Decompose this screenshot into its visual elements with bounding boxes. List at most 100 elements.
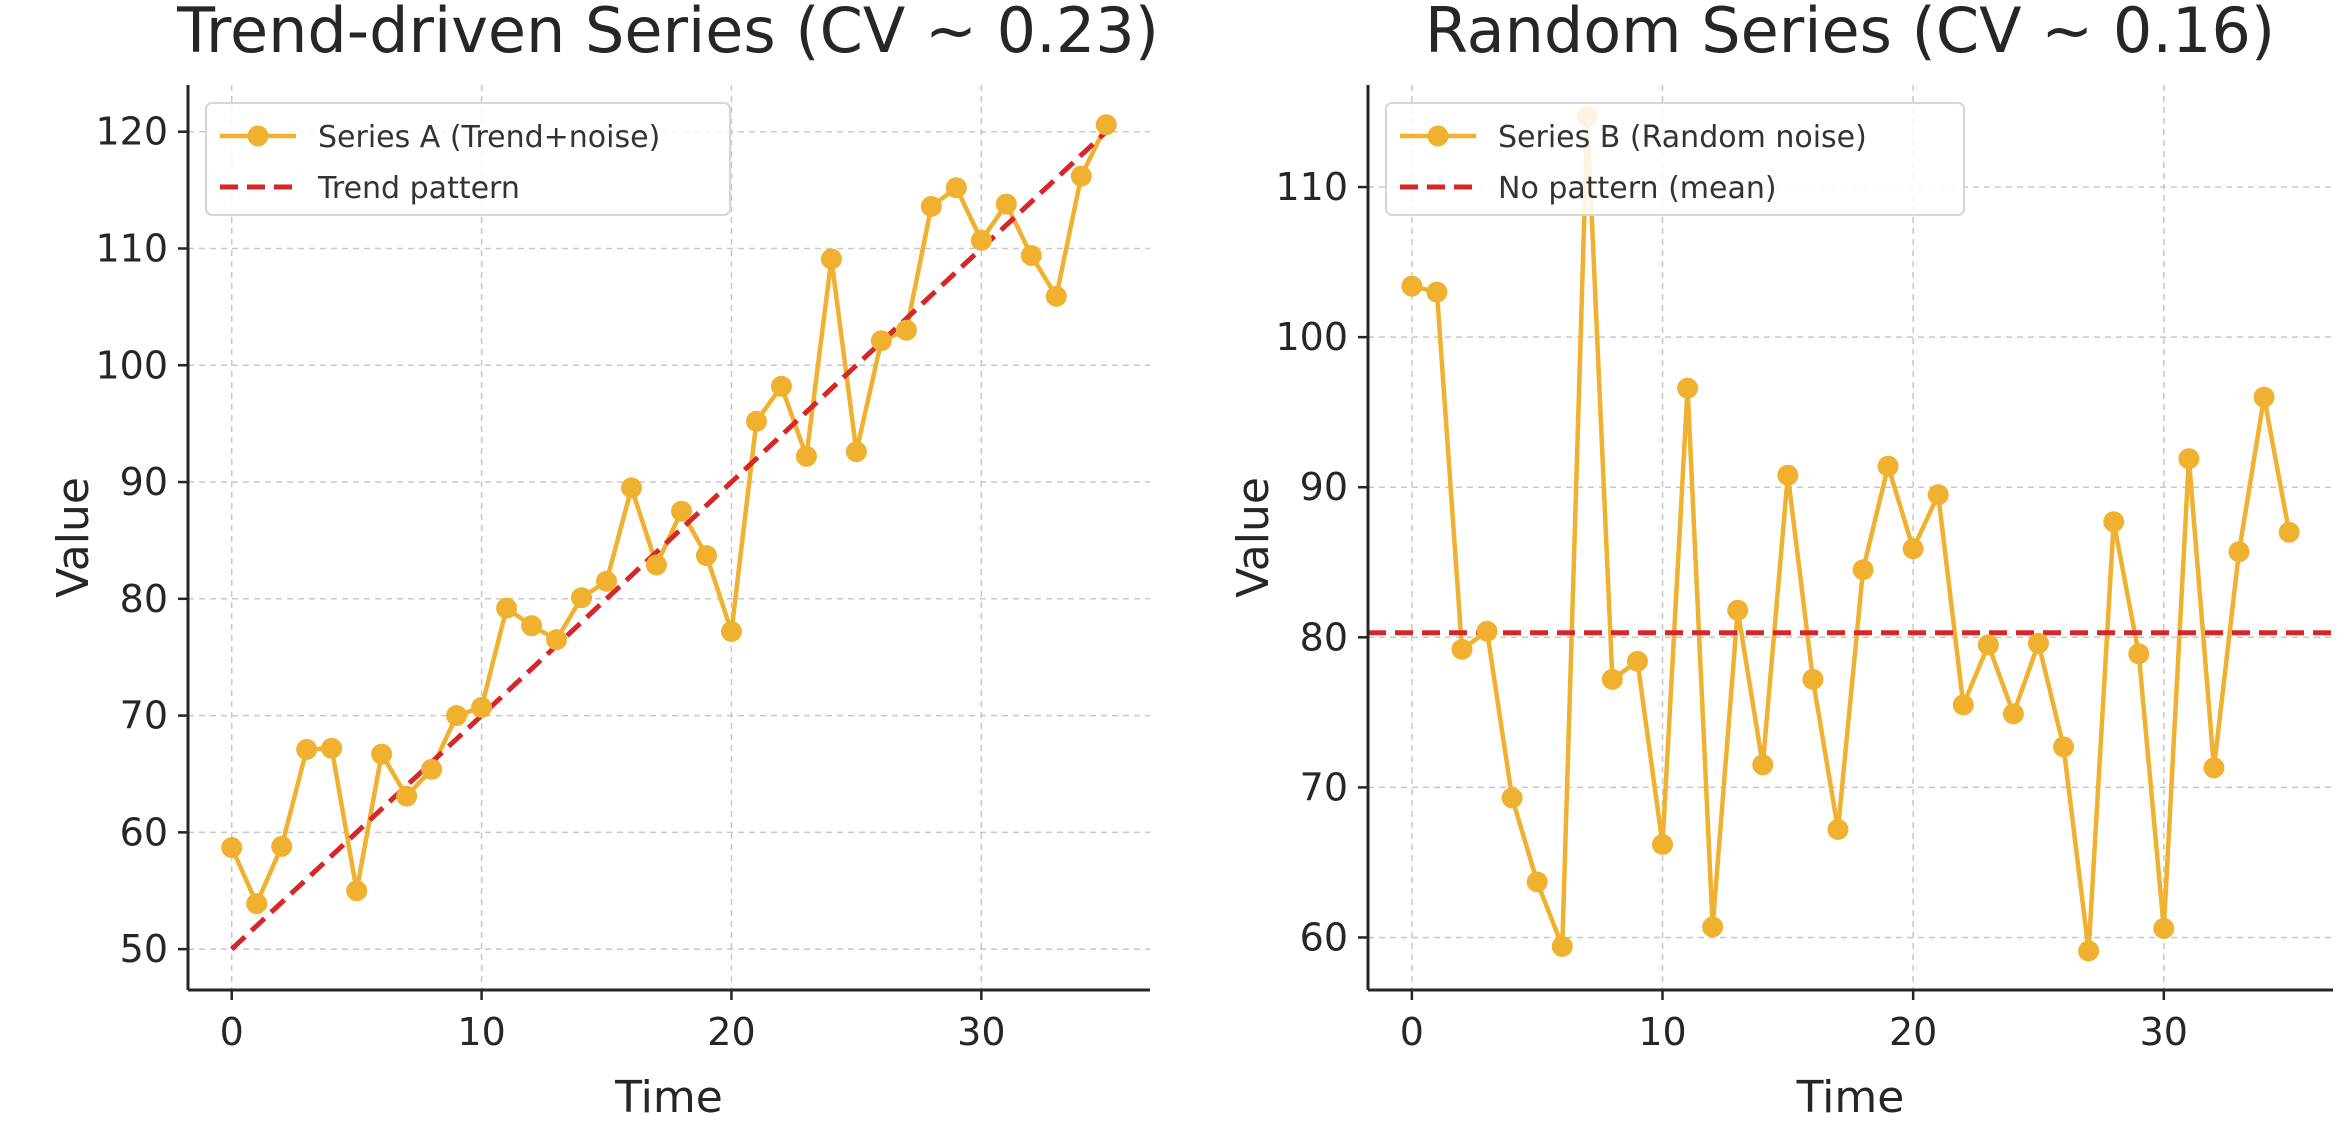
data-point	[2103, 511, 2125, 533]
data-point	[2128, 643, 2150, 665]
data-point	[1752, 754, 1774, 776]
data-point	[720, 621, 742, 643]
y-axis-label: Value	[48, 477, 99, 598]
legend-label: Series A (Trend+noise)	[318, 120, 660, 155]
data-point	[1551, 935, 1573, 957]
data-point	[995, 193, 1017, 215]
data-point	[820, 248, 842, 270]
data-point	[521, 615, 543, 637]
data-point	[571, 587, 593, 609]
data-point	[1877, 455, 1899, 477]
data-point	[1095, 114, 1117, 136]
data-point	[1020, 244, 1042, 266]
data-point	[845, 441, 867, 463]
data-point	[895, 319, 917, 341]
data-point	[1702, 916, 1724, 938]
y-axis-label: Value	[1228, 477, 1279, 598]
y-tick-label: 70	[120, 694, 168, 738]
data-point	[1070, 165, 1092, 187]
y-tick-label: 90	[1300, 465, 1348, 509]
data-point	[1501, 787, 1523, 809]
chart-2: 0 10 20 30 60 70 80 90 100 110 Random Series (CV ~…	[1228, 0, 2333, 1123]
x-tick-label: 0	[220, 1010, 244, 1054]
data-point	[970, 229, 992, 251]
data-point	[1852, 559, 1874, 581]
legend-marker-swatch	[1427, 125, 1449, 147]
y-tick-label: 110	[1275, 165, 1348, 209]
data-point	[1977, 634, 1999, 656]
x-axis-label: Time	[614, 1072, 723, 1123]
y-tick-label: 100	[95, 343, 168, 387]
data-point	[446, 705, 468, 727]
data-point	[371, 743, 393, 765]
data-point	[321, 737, 343, 759]
data-point	[945, 177, 967, 199]
data-point	[2278, 521, 2300, 543]
data-point	[1927, 484, 1949, 506]
data-point	[2203, 757, 2225, 779]
data-point	[221, 837, 243, 859]
data-point	[296, 738, 318, 760]
data-point	[870, 330, 892, 352]
y-tick-label: 110	[95, 226, 168, 270]
data-point	[795, 445, 817, 467]
data-point	[745, 410, 767, 432]
data-point	[546, 629, 568, 651]
data-point	[646, 554, 668, 576]
x-tick-label: 20	[1889, 1010, 1937, 1054]
series-line	[1411, 114, 2292, 954]
legend-box	[1385, 102, 1965, 216]
data-point	[2053, 736, 2075, 758]
data-point	[1426, 281, 1448, 303]
x-tick-label: 10	[457, 1010, 505, 1054]
data-point	[471, 696, 493, 718]
y-tick-label: 80	[120, 577, 168, 621]
y-tick-label: 100	[1275, 315, 1348, 359]
legend-label: Trend pattern	[317, 171, 520, 206]
legend: Series A (Trend+noise) Trend pattern	[205, 102, 731, 216]
chart-title: Trend-driven Series (CV ~ 0.23)	[176, 0, 1159, 67]
data-point	[2228, 541, 2250, 563]
x-axis-label: Time	[1796, 1072, 1905, 1123]
data-point	[1626, 650, 1648, 672]
data-point	[246, 893, 268, 915]
legend-label: Series B (Random noise)	[1498, 120, 1867, 155]
data-point	[346, 880, 368, 902]
x-tick-label: 30	[957, 1010, 1005, 1054]
x-tick-label: 20	[707, 1010, 755, 1054]
y-tick-label: 120	[95, 110, 168, 154]
data-point	[2253, 386, 2275, 408]
legend-box	[205, 102, 731, 216]
data-point	[770, 375, 792, 397]
data-point	[421, 758, 443, 780]
data-point	[1827, 818, 1849, 840]
legend-marker-swatch	[247, 125, 269, 147]
data-point	[695, 545, 717, 567]
data-point	[1601, 668, 1623, 690]
data-point	[1451, 638, 1473, 660]
data-point	[1727, 599, 1749, 621]
x-tick-label: 10	[1638, 1010, 1686, 1054]
x-tick-label: 30	[2140, 1010, 2188, 1054]
data-point	[1802, 668, 1824, 690]
data-point	[1677, 377, 1699, 399]
data-point	[621, 477, 643, 499]
data-point	[1652, 833, 1674, 855]
legend: Series B (Random noise) No pattern (mean)	[1385, 102, 1965, 216]
x-tick-label: 0	[1400, 1010, 1424, 1054]
data-point	[1476, 620, 1498, 642]
y-tick-label: 60	[120, 810, 168, 854]
data-point	[920, 195, 942, 217]
y-tick-label: 80	[1300, 615, 1348, 659]
data-point	[1902, 538, 1924, 560]
data-point	[1777, 464, 1799, 486]
chart-title: Random Series (CV ~ 0.16)	[1425, 0, 2275, 67]
data-point	[1045, 285, 1067, 307]
data-point	[1952, 694, 1974, 716]
data-point	[271, 835, 293, 857]
data-point	[2027, 632, 2049, 654]
plot-marks	[221, 114, 1117, 951]
data-point	[496, 597, 518, 619]
